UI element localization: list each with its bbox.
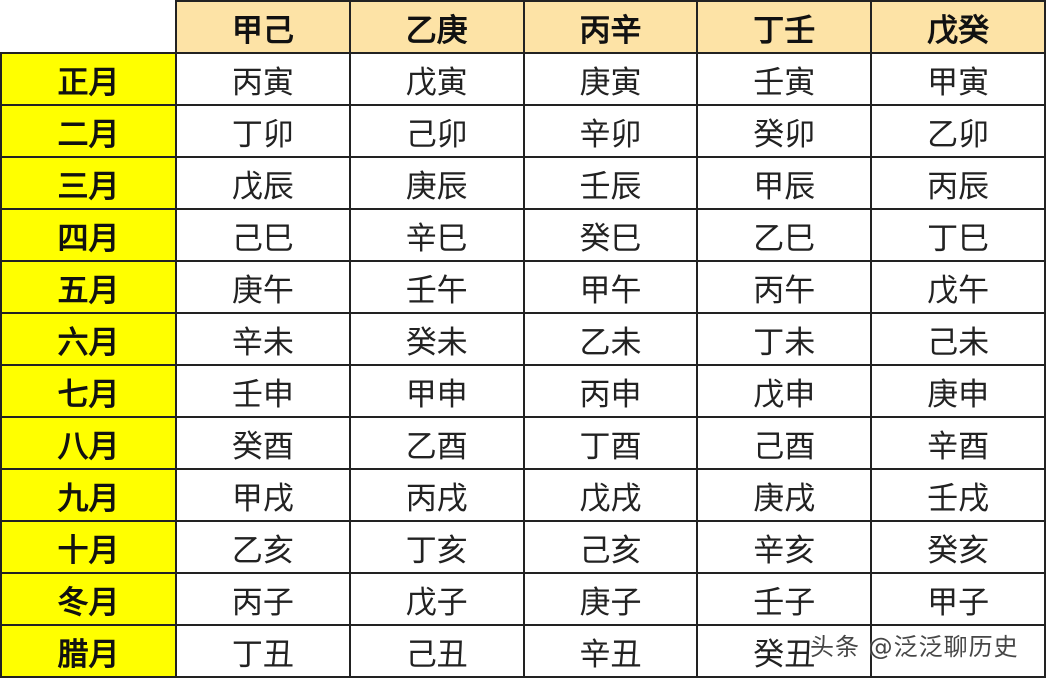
table-cell: 壬申 xyxy=(175,364,351,418)
table-row: 十月 乙亥 丁亥 己亥 辛亥 癸亥 xyxy=(0,520,1046,574)
table-cell: 丁亥 xyxy=(348,520,525,574)
table-cell: 乙酉 xyxy=(348,416,525,470)
month-label: 八月 xyxy=(0,416,177,470)
table-cell: 癸未 xyxy=(348,312,525,366)
table-cell: 戊申 xyxy=(696,364,873,418)
table-cell: 己亥 xyxy=(522,520,699,574)
table-cell: 壬午 xyxy=(348,260,525,314)
table-cell: 己酉 xyxy=(696,416,873,470)
month-label: 七月 xyxy=(0,364,177,418)
table-row: 八月 癸酉 乙酉 丁酉 己酉 辛酉 xyxy=(0,416,1046,470)
table-cell: 庚辰 xyxy=(348,156,525,210)
table-cell: 辛未 xyxy=(175,312,351,366)
table-cell: 庚戌 xyxy=(696,468,873,522)
table-cell: 丁丑 xyxy=(175,624,351,678)
table-cell: 己巳 xyxy=(175,208,351,262)
month-label: 正月 xyxy=(0,52,177,106)
table-cell: 戊子 xyxy=(348,572,525,626)
table-cell: 壬戌 xyxy=(870,468,1046,522)
table-cell: 己卯 xyxy=(348,104,525,158)
table-cell: 庚午 xyxy=(175,260,351,314)
month-label: 十月 xyxy=(0,520,177,574)
month-label: 冬月 xyxy=(0,572,177,626)
month-label: 二月 xyxy=(0,104,177,158)
table-cell: 戊午 xyxy=(870,260,1046,314)
column-header: 丙辛 xyxy=(522,0,699,54)
table-cell: 丁酉 xyxy=(522,416,699,470)
table-cell: 甲寅 xyxy=(870,52,1046,106)
column-header: 乙庚 xyxy=(348,0,525,54)
watermark: 头条 @泛泛聊历史 xyxy=(810,633,1019,661)
table-cell: 丁未 xyxy=(696,312,873,366)
table-row: 冬月 丙子 戊子 庚子 壬子 甲子 xyxy=(0,572,1046,626)
table-cell: 丙寅 xyxy=(175,52,351,106)
table-cell: 庚申 xyxy=(870,364,1046,418)
table-cell: 丙申 xyxy=(522,364,699,418)
table-cell: 丁卯 xyxy=(175,104,351,158)
table-cell: 丙辰 xyxy=(870,156,1046,210)
table-cell: 戊戌 xyxy=(522,468,699,522)
table-cell: 乙亥 xyxy=(175,520,351,574)
table-cell: 辛酉 xyxy=(870,416,1046,470)
table-cell: 庚寅 xyxy=(522,52,699,106)
table-cell: 壬寅 xyxy=(696,52,873,106)
table-cell: 甲辰 xyxy=(696,156,873,210)
corner-cell xyxy=(0,0,177,54)
month-label: 九月 xyxy=(0,468,177,522)
column-header: 丁壬 xyxy=(696,0,873,54)
table-row: 二月 丁卯 己卯 辛卯 癸卯 乙卯 xyxy=(0,104,1046,158)
table-cell: 丁巳 xyxy=(870,208,1046,262)
table-row: 六月 辛未 癸未 乙未 丁未 己未 xyxy=(0,312,1046,366)
table-cell: 癸丑 xyxy=(696,624,873,678)
table-cell: 辛巳 xyxy=(348,208,525,262)
table-row: 七月 壬申 甲申 丙申 戊申 庚申 xyxy=(0,364,1046,418)
table-cell: 辛卯 xyxy=(522,104,699,158)
table-cell: 辛丑 xyxy=(522,624,699,678)
column-header: 甲己 xyxy=(175,0,351,54)
table-cell: 乙巳 xyxy=(696,208,873,262)
table-cell: 癸卯 xyxy=(696,104,873,158)
table-cell: 甲子 xyxy=(870,572,1046,626)
table-row: 九月 甲戌 丙戌 戊戌 庚戌 壬戌 xyxy=(0,468,1046,522)
month-label: 四月 xyxy=(0,208,177,262)
table-cell xyxy=(870,624,1046,678)
table-cell: 壬辰 xyxy=(522,156,699,210)
table-cell: 甲午 xyxy=(522,260,699,314)
table-cell: 戊寅 xyxy=(348,52,525,106)
table-cell: 癸亥 xyxy=(870,520,1046,574)
table-row: 正月 丙寅 戊寅 庚寅 壬寅 甲寅 xyxy=(0,52,1046,106)
table-cell: 丙子 xyxy=(175,572,351,626)
table-row: 五月 庚午 壬午 甲午 丙午 戊午 xyxy=(0,260,1046,314)
table-cell: 甲申 xyxy=(348,364,525,418)
month-label: 六月 xyxy=(0,312,177,366)
table-cell: 戊辰 xyxy=(175,156,351,210)
column-header: 戊癸 xyxy=(870,0,1046,54)
table-cell: 壬子 xyxy=(696,572,873,626)
month-label: 三月 xyxy=(0,156,177,210)
table-cell: 丙午 xyxy=(696,260,873,314)
table-cell: 丙戌 xyxy=(348,468,525,522)
table-cell: 癸酉 xyxy=(175,416,351,470)
month-label: 腊月 xyxy=(0,624,177,678)
month-label: 五月 xyxy=(0,260,177,314)
table-cell: 甲戌 xyxy=(175,468,351,522)
header-row: 甲己 乙庚 丙辛 丁壬 戊癸 xyxy=(0,0,1046,54)
table-cell: 乙未 xyxy=(522,312,699,366)
table-row: 三月 戊辰 庚辰 壬辰 甲辰 丙辰 xyxy=(0,156,1046,210)
table-cell: 己丑 xyxy=(348,624,525,678)
table-row: 四月 己巳 辛巳 癸巳 乙巳 丁巳 xyxy=(0,208,1046,262)
table-cell: 辛亥 xyxy=(696,520,873,574)
table-cell: 癸巳 xyxy=(522,208,699,262)
table-row: 腊月 丁丑 己丑 辛丑 癸丑 xyxy=(0,624,1046,678)
table-cell: 乙卯 xyxy=(870,104,1046,158)
table-cell: 庚子 xyxy=(522,572,699,626)
table-cell: 己未 xyxy=(870,312,1046,366)
